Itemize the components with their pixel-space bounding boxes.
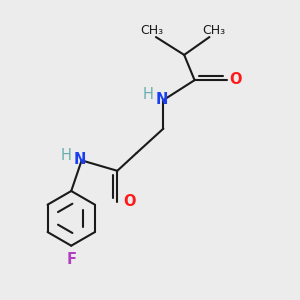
Text: N: N (74, 152, 86, 167)
Text: H: H (143, 87, 154, 102)
Text: N: N (156, 92, 168, 107)
Text: O: O (123, 194, 135, 208)
Text: CH₃: CH₃ (140, 24, 163, 37)
Text: F: F (66, 253, 76, 268)
Text: H: H (60, 148, 71, 163)
Text: CH₃: CH₃ (202, 24, 226, 37)
Text: O: O (229, 72, 242, 87)
